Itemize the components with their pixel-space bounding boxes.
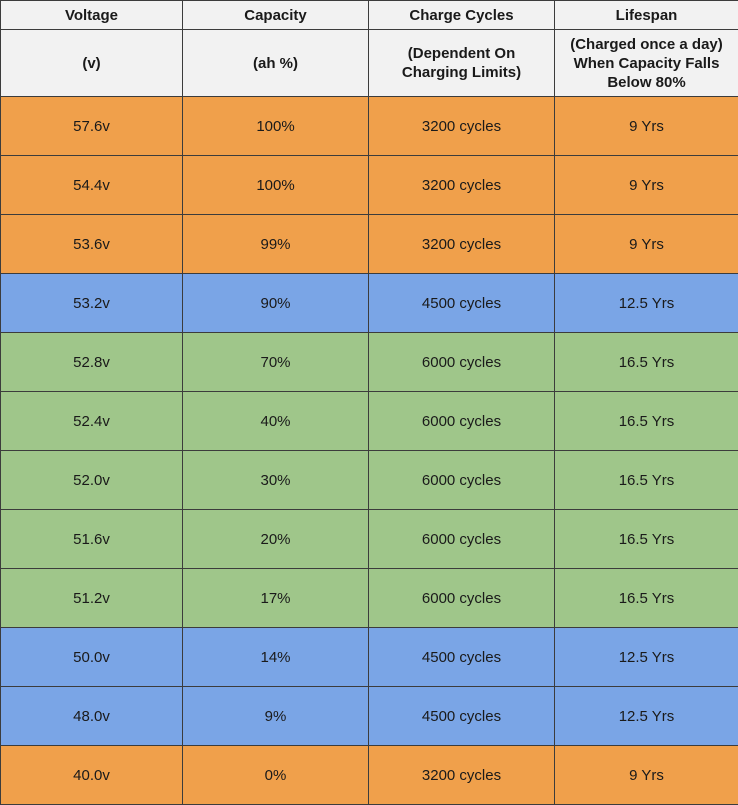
capacity-cell: 20% [183,510,369,569]
subheader-row: (v) (ah %) (Dependent On Charging Limits… [1,30,738,97]
capacity-cell: 99% [183,215,369,274]
charge-cycles-cell: 3200 cycles [369,97,555,156]
voltage-cell: 48.0v [1,687,183,746]
column-header-voltage: Voltage [1,1,183,30]
column-subheader-lifespan: (Charged once a day) When Capacity Falls… [555,30,738,97]
capacity-cell: 70% [183,333,369,392]
lifespan-cell: 16.5 Yrs [555,333,738,392]
lifespan-cell: 12.5 Yrs [555,628,738,687]
lifespan-cell: 12.5 Yrs [555,687,738,746]
charge-cycles-cell: 6000 cycles [369,569,555,628]
charge-cycles-cell: 6000 cycles [369,451,555,510]
charge-cycles-cell: 4500 cycles [369,628,555,687]
capacity-cell: 40% [183,392,369,451]
capacity-cell: 9% [183,687,369,746]
table-header: Voltage Capacity Charge Cycles Lifespan … [1,1,738,97]
voltage-cell: 51.6v [1,510,183,569]
voltage-cell: 57.6v [1,97,183,156]
lifespan-cell: 16.5 Yrs [555,451,738,510]
lifespan-cell: 16.5 Yrs [555,392,738,451]
charge-cycles-cell: 3200 cycles [369,215,555,274]
capacity-cell: 0% [183,746,369,805]
column-subheader-voltage: (v) [1,30,183,97]
voltage-cell: 53.2v [1,274,183,333]
voltage-cell: 40.0v [1,746,183,805]
capacity-cell: 17% [183,569,369,628]
charge-cycles-cell: 6000 cycles [369,333,555,392]
capacity-cell: 90% [183,274,369,333]
column-header-lifespan: Lifespan [555,1,738,30]
header-row: Voltage Capacity Charge Cycles Lifespan [1,1,738,30]
voltage-cell: 50.0v [1,628,183,687]
lifespan-cell: 16.5 Yrs [555,569,738,628]
column-subheader-capacity: (ah %) [183,30,369,97]
voltage-cell: 53.6v [1,215,183,274]
charge-cycles-cell: 6000 cycles [369,510,555,569]
column-header-charge-cycles: Charge Cycles [369,1,555,30]
voltage-cell: 54.4v [1,156,183,215]
charge-cycles-cell: 4500 cycles [369,274,555,333]
lifespan-cell: 9 Yrs [555,156,738,215]
voltage-cell: 51.2v [1,569,183,628]
lifespan-cell: 12.5 Yrs [555,274,738,333]
voltage-cell: 52.8v [1,333,183,392]
lifespan-cell: 16.5 Yrs [555,510,738,569]
capacity-cell: 100% [183,97,369,156]
charge-cycles-cell: 6000 cycles [369,392,555,451]
capacity-cell: 30% [183,451,369,510]
capacity-cell: 100% [183,156,369,215]
lifespan-cell: 9 Yrs [555,746,738,805]
capacity-cell: 14% [183,628,369,687]
charge-cycles-cell: 4500 cycles [369,687,555,746]
voltage-cell: 52.0v [1,451,183,510]
lifespan-cell: 9 Yrs [555,97,738,156]
column-header-capacity: Capacity [183,1,369,30]
voltage-cell: 52.4v [1,392,183,451]
lifespan-cell: 9 Yrs [555,215,738,274]
charge-cycles-cell: 3200 cycles [369,156,555,215]
column-subheader-charge-cycles: (Dependent On Charging Limits) [369,30,555,97]
charge-cycles-cell: 3200 cycles [369,746,555,805]
